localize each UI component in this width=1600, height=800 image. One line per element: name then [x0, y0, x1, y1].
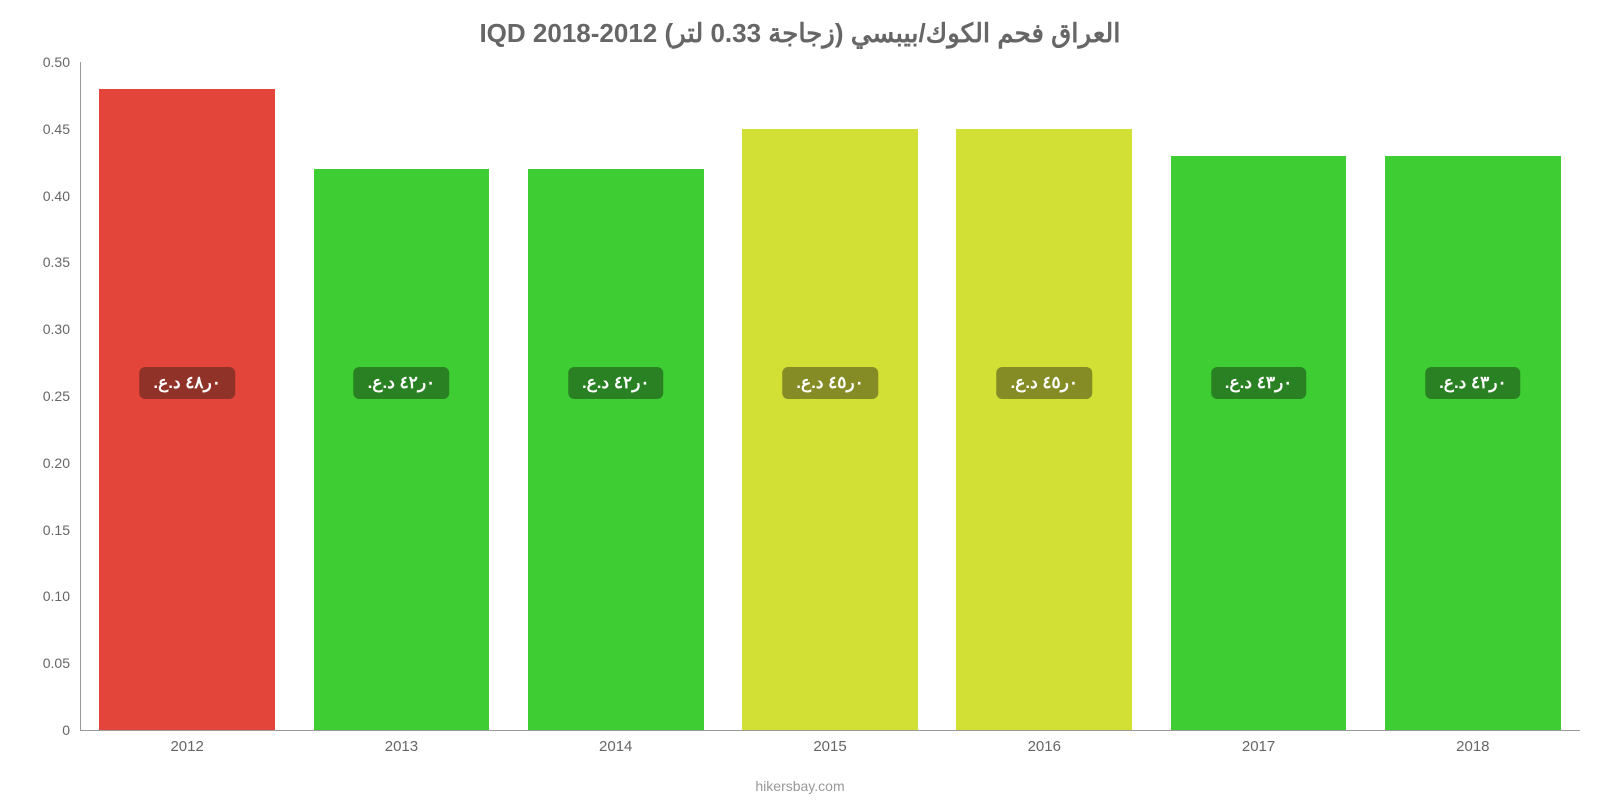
attribution: hikersbay.com — [0, 778, 1600, 794]
chart-container: العراق فحم الكوك/بيبسي (زجاجة 0.33 لتر) … — [0, 0, 1600, 800]
x-axis-line — [80, 730, 1580, 731]
bar — [1171, 156, 1347, 730]
y-tick-label: 0.10 — [43, 588, 70, 604]
x-tick-label: 2017 — [1242, 738, 1275, 755]
y-tick-label: 0.30 — [43, 321, 70, 337]
bar — [742, 129, 918, 730]
x-axis: 2012 2013 2014 2015 2016 2017 2018 — [80, 738, 1580, 768]
x-tick-label: 2016 — [1028, 738, 1061, 755]
y-axis: 00.050.100.150.200.250.300.350.400.450.5… — [0, 62, 80, 730]
y-tick-label: 0.15 — [43, 522, 70, 538]
x-tick-label: 2012 — [170, 738, 203, 755]
y-tick-label: 0.50 — [43, 54, 70, 70]
y-tick-label: 0.35 — [43, 254, 70, 270]
bar — [1385, 156, 1561, 730]
y-tick-label: 0.25 — [43, 388, 70, 404]
x-tick-label: 2015 — [813, 738, 846, 755]
bar-value-label: ٠ر٤٣ د.ع. — [1211, 367, 1307, 399]
bar-value-label: ٠ر٤٨ د.ع. — [139, 367, 235, 399]
x-tick-label: 2014 — [599, 738, 632, 755]
x-tick-label: 2013 — [385, 738, 418, 755]
bar — [99, 89, 275, 730]
bar-value-label: ٠ر٤٥ د.ع. — [997, 367, 1093, 399]
bar — [314, 169, 490, 730]
bar — [956, 129, 1132, 730]
y-tick-label: 0.05 — [43, 655, 70, 671]
bar-value-label: ٠ر٤٢ د.ع. — [354, 367, 450, 399]
bar-value-label: ٠ر٤٥ د.ع. — [782, 367, 878, 399]
y-tick-label: 0 — [62, 722, 70, 738]
chart-title: العراق فحم الكوك/بيبسي (زجاجة 0.33 لتر) … — [0, 18, 1600, 49]
bar-value-label: ٠ر٤٣ د.ع. — [1425, 367, 1521, 399]
plot-area: ٠ر٤٨ د.ع. ٠ر٤٢ د.ع. ٠ر٤٢ د.ع. ٠ر٤٥ د.ع. ٠ر٤٥… — [80, 62, 1580, 730]
y-tick-label: 0.45 — [43, 121, 70, 137]
x-tick-label: 2018 — [1456, 738, 1489, 755]
bar-value-label: ٠ر٤٢ د.ع. — [568, 367, 664, 399]
bar — [528, 169, 704, 730]
y-tick-label: 0.20 — [43, 455, 70, 471]
y-tick-label: 0.40 — [43, 188, 70, 204]
